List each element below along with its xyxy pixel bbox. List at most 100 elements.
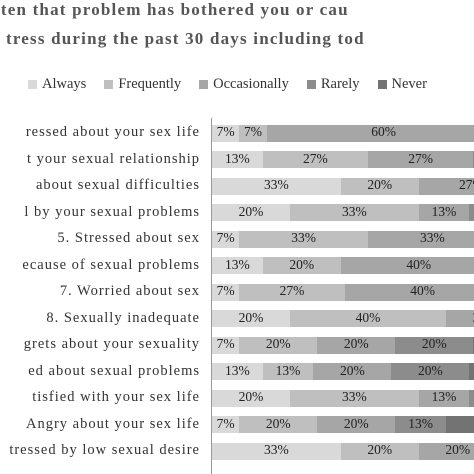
- bar-segment-occasionally: [418, 389, 470, 407]
- data-label: 20%: [367, 442, 393, 457]
- data-label: 33%: [263, 177, 289, 192]
- bar-segment-never: [446, 416, 474, 433]
- bar-segment-always: [212, 177, 341, 195]
- bar-segment-rarely: [391, 363, 470, 380]
- bar-segment-never: [469, 363, 474, 380]
- bar-segment-occasionally: [446, 310, 474, 327]
- category-label: ed about sexual problems: [28, 362, 200, 379]
- bar-segment-always: [212, 389, 290, 407]
- data-label: 13%: [408, 415, 434, 431]
- data-label: 33%: [341, 389, 367, 404]
- category-label: tisfied with your sex life: [32, 389, 200, 405]
- legend-item-occasionally: Occasionally: [199, 76, 289, 93]
- bar-segment-occasionally: [344, 283, 474, 301]
- category-label: Angry about your sex life: [26, 415, 200, 432]
- category-label: 5. Stressed about sex: [57, 230, 200, 246]
- legend-swatch-rarely: [306, 80, 316, 89]
- category-label: ressed about your sex life: [25, 124, 200, 140]
- bar-segment-rarely: [395, 416, 446, 433]
- legend-item-never: Never: [377, 76, 427, 93]
- bar-segment-frequently: [262, 257, 341, 274]
- bar-segment-always: [212, 336, 240, 354]
- bar-segment-occasionally: [418, 442, 474, 460]
- data-label: 20%: [238, 309, 264, 325]
- legend-swatch-frequently: [104, 80, 114, 89]
- bar-segment-frequently: [290, 310, 446, 327]
- category-label: t your sexual relationship: [27, 150, 200, 167]
- bar-segment-occasionally: [368, 230, 474, 248]
- bar-segment-frequently: [239, 416, 318, 433]
- bar-segment-occasionally: [418, 177, 474, 195]
- data-label: 20%: [340, 362, 365, 378]
- legend-swatch-always: [28, 80, 37, 89]
- data-label: 40%: [406, 256, 432, 272]
- category-label: ecause of sexual problems: [22, 256, 200, 273]
- category-label: grets about your sexuality: [23, 336, 200, 352]
- bar-segment-frequently: [340, 442, 419, 460]
- data-label: 40%: [355, 309, 381, 325]
- legend-swatch-never: [377, 80, 387, 89]
- bar-segment-frequently: [290, 204, 419, 221]
- bar-segment-always: [212, 151, 263, 168]
- data-label: 33%: [341, 203, 367, 219]
- category-label: tressed by low sexual desire: [9, 442, 200, 458]
- legend-label-always: Always: [42, 76, 87, 92]
- bar-segment-occasionally: [368, 151, 474, 168]
- data-label: 20%: [473, 310, 474, 326]
- legend-item-frequently: Frequently: [104, 76, 181, 93]
- data-label: 7%: [243, 124, 262, 139]
- data-label: 7%: [216, 230, 235, 245]
- bar-segment-always: [212, 416, 240, 433]
- bar-segment-frequently: [340, 177, 419, 195]
- category-label: 8. Sexually inadequate: [46, 309, 200, 326]
- bar-segment-rarely: [469, 204, 474, 221]
- data-label: 7%: [216, 124, 235, 139]
- data-label: 20%: [265, 415, 291, 431]
- legend-swatch-occasionally: [199, 80, 209, 89]
- data-label: 27%: [408, 150, 434, 166]
- bar-segment-always: [212, 204, 290, 221]
- bar-segment-frequently: [239, 124, 267, 142]
- data-label: 13%: [431, 203, 457, 219]
- bar-segment-always: [212, 283, 240, 301]
- category-label: l by your sexual problems: [24, 203, 200, 220]
- data-label: 7%: [216, 283, 235, 298]
- bar-segment-always: [212, 310, 290, 327]
- data-label: 20%: [421, 336, 447, 351]
- chart-title-line-2: tress during the past 30 days including …: [6, 29, 365, 48]
- bar-segment-occasionally: [340, 257, 474, 274]
- legend: Always Frequently Occasionally Rarely Ne…: [28, 76, 445, 93]
- data-label: 13%: [224, 150, 250, 166]
- bar-segment-occasionally: [313, 363, 392, 380]
- bar-segment-rarely: [469, 389, 474, 407]
- data-label: 20%: [343, 336, 369, 351]
- bar-segment-always: [212, 230, 240, 248]
- data-label: 33%: [263, 442, 289, 457]
- category-label: about sexual difficulties: [35, 177, 200, 193]
- bar-segment-frequently: [262, 151, 368, 168]
- data-label: 13%: [275, 362, 301, 378]
- data-label: 20%: [343, 415, 369, 431]
- chart-title-line-1: ften that problem has bothered you or ca…: [0, 0, 349, 19]
- legend-label-occasionally: Occasionally: [213, 76, 289, 92]
- data-label: 13%: [224, 362, 250, 378]
- data-label: 40%: [410, 283, 435, 298]
- bar-segment-occasionally: [266, 124, 474, 142]
- data-label: 20%: [238, 203, 264, 219]
- bar-segment-always: [212, 257, 263, 274]
- data-label: 27%: [302, 150, 328, 166]
- data-label: 60%: [371, 124, 396, 139]
- data-label: 20%: [367, 177, 393, 192]
- data-label: 33%: [291, 230, 317, 245]
- bar-segment-frequently: [239, 283, 345, 301]
- data-label: 20%: [289, 256, 315, 272]
- bar-segment-frequently: [239, 336, 318, 354]
- legend-label-never: Never: [391, 76, 427, 92]
- data-label: 7%: [216, 336, 235, 351]
- legend-label-rarely: Rarely: [320, 76, 360, 92]
- data-label: 20%: [418, 362, 443, 378]
- category-label: 7. Worried about sex: [59, 283, 200, 299]
- data-label: 13%: [431, 389, 457, 404]
- data-label: 33%: [419, 230, 445, 245]
